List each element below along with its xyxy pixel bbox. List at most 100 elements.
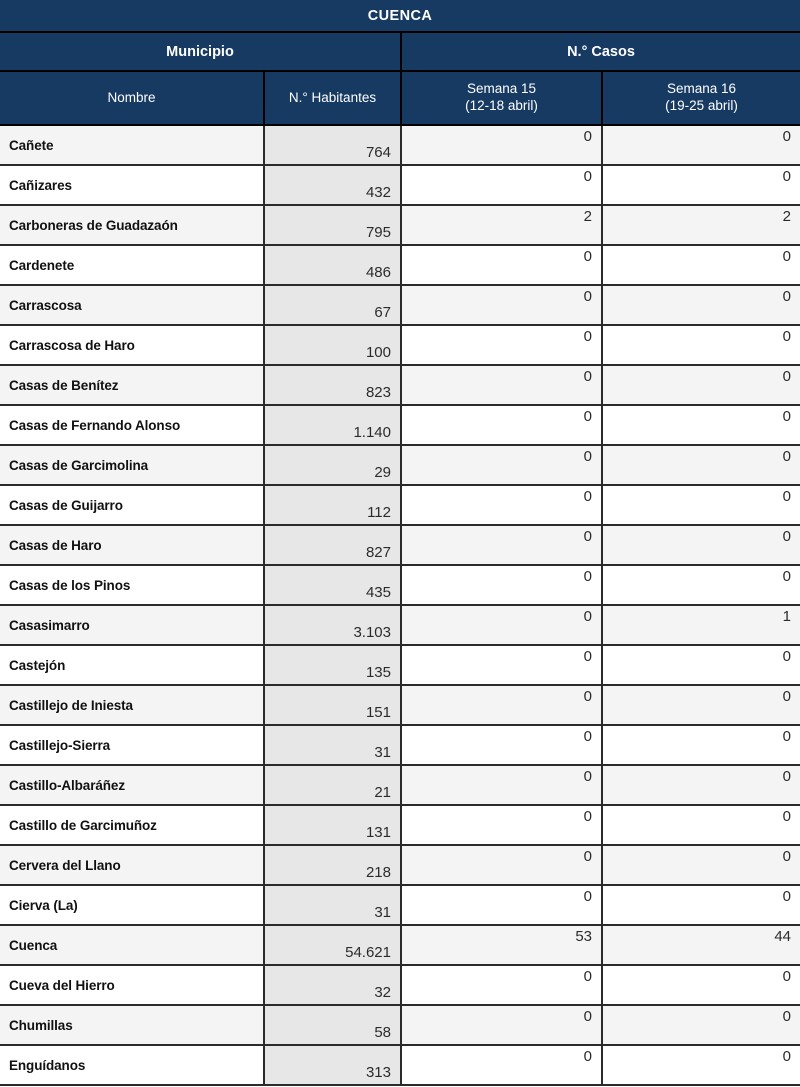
cell-casos-semana-15: 0 — [402, 806, 603, 844]
cell-municipio-nombre: Casas de los Pinos — [0, 566, 265, 604]
cell-municipio-nombre: Cervera del Llano — [0, 846, 265, 884]
table-row: Casas de Benítez 823 0 0 — [0, 366, 800, 406]
column-header-semana-15-dates: (12-18 abril) — [465, 98, 538, 113]
cell-numero-habitantes: 795 — [265, 206, 402, 244]
cell-casos-semana-15: 0 — [402, 966, 603, 1004]
cell-casos-semana-16: 2 — [603, 206, 800, 244]
table-row: Castillejo de Iniesta 151 0 0 — [0, 686, 800, 726]
cell-numero-habitantes: 435 — [265, 566, 402, 604]
cell-casos-semana-15: 53 — [402, 926, 603, 964]
cell-casos-semana-16: 1 — [603, 606, 800, 644]
cell-casos-semana-16: 0 — [603, 166, 800, 204]
table-row: Enguídanos 313 0 0 — [0, 1046, 800, 1086]
table-row: Cervera del Llano 218 0 0 — [0, 846, 800, 886]
table-row: Cardenete 486 0 0 — [0, 246, 800, 286]
table-row: Casas de los Pinos 435 0 0 — [0, 566, 800, 606]
cell-numero-habitantes: 21 — [265, 766, 402, 804]
cell-casos-semana-16: 0 — [603, 246, 800, 284]
cell-casos-semana-15: 0 — [402, 366, 603, 404]
table-row: Carrascosa 67 0 0 — [0, 286, 800, 326]
group-header-casos: N.° Casos — [402, 33, 800, 70]
cell-casos-semana-15: 0 — [402, 1046, 603, 1084]
cell-casos-semana-16: 0 — [603, 646, 800, 684]
column-header-nombre: Nombre — [0, 72, 265, 124]
cell-municipio-nombre: Castillejo-Sierra — [0, 726, 265, 764]
cell-numero-habitantes: 100 — [265, 326, 402, 364]
cell-municipio-nombre: Casas de Fernando Alonso — [0, 406, 265, 444]
cell-numero-habitantes: 823 — [265, 366, 402, 404]
cell-numero-habitantes: 29 — [265, 446, 402, 484]
cell-municipio-nombre: Castillo-Albaráñez — [0, 766, 265, 804]
cell-numero-habitantes: 135 — [265, 646, 402, 684]
cell-casos-semana-16: 0 — [603, 1006, 800, 1044]
cell-numero-habitantes: 54.621 — [265, 926, 402, 964]
table-column-header-row: Nombre N.° Habitantes Semana 15 (12-18 a… — [0, 72, 800, 126]
cell-casos-semana-15: 2 — [402, 206, 603, 244]
table-body: Cañete 764 0 0 Cañizares 432 0 0 Carboneras de G… — [0, 126, 800, 1086]
cell-municipio-nombre: Casas de Benítez — [0, 366, 265, 404]
cell-municipio-nombre: Chumillas — [0, 1006, 265, 1044]
cell-casos-semana-16: 0 — [603, 846, 800, 884]
table-row: Carboneras de Guadazaón 795 2 2 — [0, 206, 800, 246]
cell-numero-habitantes: 151 — [265, 686, 402, 724]
cell-municipio-nombre: Casas de Guijarro — [0, 486, 265, 524]
cell-casos-semana-15: 0 — [402, 286, 603, 324]
cell-casos-semana-15: 0 — [402, 486, 603, 524]
cell-casos-semana-16: 0 — [603, 886, 800, 924]
cell-numero-habitantes: 218 — [265, 846, 402, 884]
cell-casos-semana-15: 0 — [402, 846, 603, 884]
cell-municipio-nombre: Cierva (La) — [0, 886, 265, 924]
cell-numero-habitantes: 31 — [265, 886, 402, 924]
cell-casos-semana-15: 0 — [402, 126, 603, 164]
cell-municipio-nombre: Castejón — [0, 646, 265, 684]
table-row: Castillo-Albaráñez 21 0 0 — [0, 766, 800, 806]
cell-casos-semana-15: 0 — [402, 326, 603, 364]
table-row: Casasimarro 3.103 0 1 — [0, 606, 800, 646]
column-header-nombre-label: Nombre — [107, 89, 156, 105]
cell-casos-semana-15: 0 — [402, 246, 603, 284]
cell-casos-semana-16: 0 — [603, 766, 800, 804]
cell-casos-semana-15: 0 — [402, 686, 603, 724]
cell-numero-habitantes: 827 — [265, 526, 402, 564]
table-row: Casas de Guijarro 112 0 0 — [0, 486, 800, 526]
cell-municipio-nombre: Castillo de Garcimuñoz — [0, 806, 265, 844]
cell-municipio-nombre: Cuenca — [0, 926, 265, 964]
cell-casos-semana-15: 0 — [402, 566, 603, 604]
cell-numero-habitantes: 32 — [265, 966, 402, 1004]
cell-casos-semana-16: 0 — [603, 1046, 800, 1084]
cell-numero-habitantes: 432 — [265, 166, 402, 204]
table-row: Cañete 764 0 0 — [0, 126, 800, 166]
cell-casos-semana-16: 0 — [603, 366, 800, 404]
cell-municipio-nombre: Casas de Garcimolina — [0, 446, 265, 484]
cell-casos-semana-16: 0 — [603, 446, 800, 484]
column-header-semana-16: Semana 16 (19-25 abril) — [603, 72, 800, 124]
table-group-header-row: Municipio N.° Casos — [0, 33, 800, 72]
cell-numero-habitantes: 764 — [265, 126, 402, 164]
table-row: Castillejo-Sierra 31 0 0 — [0, 726, 800, 766]
cell-casos-semana-15: 0 — [402, 606, 603, 644]
cell-casos-semana-15: 0 — [402, 166, 603, 204]
table-row: Chumillas 58 0 0 — [0, 1006, 800, 1046]
cell-numero-habitantes: 3.103 — [265, 606, 402, 644]
cell-casos-semana-15: 0 — [402, 1006, 603, 1044]
table-row: Cuenca 54.621 53 44 — [0, 926, 800, 966]
cell-municipio-nombre: Cardenete — [0, 246, 265, 284]
table-row: Casas de Fernando Alonso 1.140 0 0 — [0, 406, 800, 446]
group-header-municipio: Municipio — [0, 33, 402, 70]
cell-casos-semana-15: 0 — [402, 446, 603, 484]
table-row: Casas de Garcimolina 29 0 0 — [0, 446, 800, 486]
cell-casos-semana-15: 0 — [402, 526, 603, 564]
cell-casos-semana-16: 44 — [603, 926, 800, 964]
cell-numero-habitantes: 1.140 — [265, 406, 402, 444]
column-header-semana-15: Semana 15 (12-18 abril) — [402, 72, 603, 124]
cell-numero-habitantes: 486 — [265, 246, 402, 284]
cell-municipio-nombre: Cañizares — [0, 166, 265, 204]
table-row: Cañizares 432 0 0 — [0, 166, 800, 206]
cell-casos-semana-16: 0 — [603, 486, 800, 524]
cell-casos-semana-16: 0 — [603, 406, 800, 444]
table-row: Carrascosa de Haro 100 0 0 — [0, 326, 800, 366]
cell-numero-habitantes: 112 — [265, 486, 402, 524]
cell-municipio-nombre: Cañete — [0, 126, 265, 164]
cell-casos-semana-16: 0 — [603, 566, 800, 604]
